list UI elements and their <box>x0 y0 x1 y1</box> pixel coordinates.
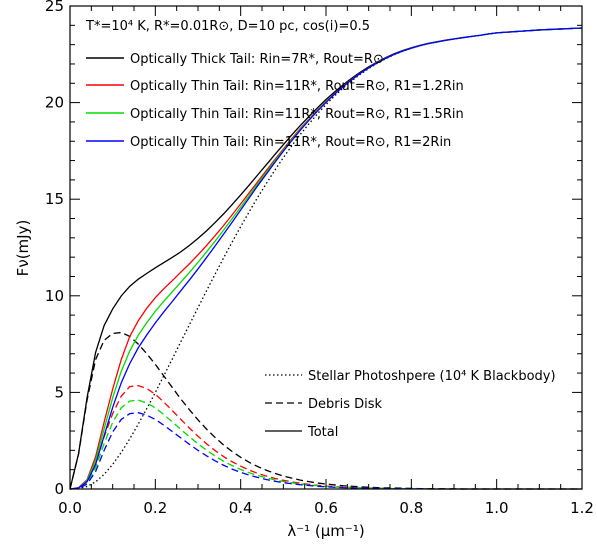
x-tick-label: 0.2 <box>143 499 167 517</box>
y-tick-label: 20 <box>45 94 64 112</box>
legend-label-photosphere: Stellar Photoshpere (10⁴ K Blackbody) <box>308 369 556 384</box>
x-axis-title: λ⁻¹ (μm⁻¹) <box>287 522 364 540</box>
x-tick-label: 0.4 <box>229 499 253 517</box>
params-text: T*=10⁴ K, R*=0.01R⊙, D=10 pc, cos(i)=0.5 <box>85 19 370 34</box>
y-axis-title: Fν(mJy) <box>14 220 32 277</box>
x-tick-label: 0.8 <box>399 499 423 517</box>
y-tick-label: 5 <box>54 383 64 401</box>
x-tick-label: 0.0 <box>58 499 82 517</box>
legend-label-thick: Optically Thick Tail: Rin=7R*, Rout=R⊙ <box>130 52 384 67</box>
series-line-6 <box>69 27 583 490</box>
x-tick-label: 1.0 <box>485 499 509 517</box>
x-tick-label: 0.6 <box>314 499 338 517</box>
series-line-5 <box>69 27 583 490</box>
series-line-3 <box>69 399 582 490</box>
plot-frame <box>69 5 583 490</box>
y-tick-label: 10 <box>45 287 64 305</box>
legend-label-red: Optically Thin Tail: Rin=11R*, Rout=R⊙, … <box>130 79 464 94</box>
y-tick-label: 15 <box>45 190 64 208</box>
x-tick-label: 1.2 <box>570 499 594 517</box>
legend-label-debris: Debris Disk <box>308 397 383 412</box>
y-tick-label: 25 <box>45 0 64 15</box>
legend-label-green: Optically Thin Tail: Rin=11R*, Rout=R⊙, … <box>130 107 464 122</box>
series-line-0 <box>69 27 583 490</box>
curve-layer <box>69 27 583 490</box>
legend-top: Optically Thick Tail: Rin=7R*, Rout=R⊙ O… <box>86 52 464 150</box>
y-tick-label: 0 <box>54 480 64 498</box>
legend-styles: Stellar Photoshpere (10⁴ K Blackbody) De… <box>265 369 556 440</box>
legend-label-total: Total <box>307 425 338 440</box>
tick-layer: 0.0 0.2 0.4 0.6 0.8 1.0 1.2 0 5 10 15 20 25 <box>45 0 594 517</box>
series-line-8 <box>69 27 583 490</box>
series-line-7 <box>69 27 583 490</box>
legend-label-blue: Optically Thin Tail: Rin=11R*, Rout=R⊙, … <box>130 135 451 150</box>
